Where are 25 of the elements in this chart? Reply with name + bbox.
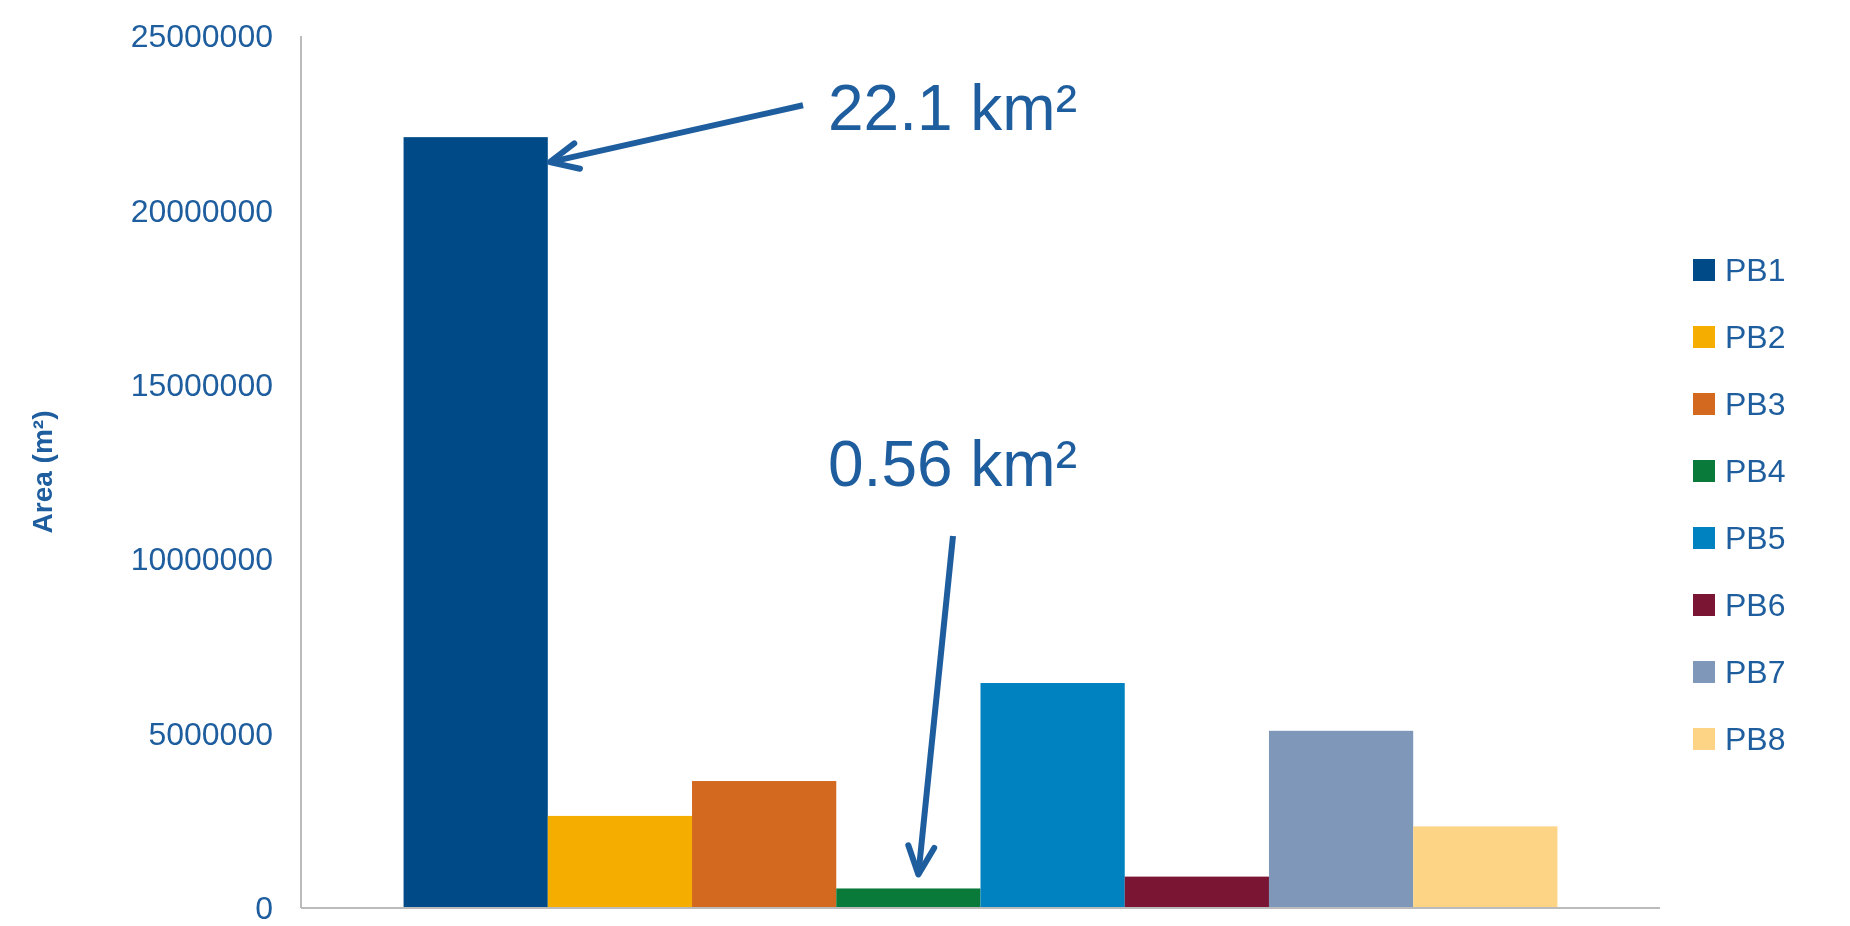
bar (836, 888, 981, 908)
y-tick-label: 25000000 (130, 18, 273, 55)
bar (547, 815, 693, 908)
legend-label: PB1 (1725, 252, 1786, 289)
bar (1124, 876, 1269, 908)
annotation: 0.56 km² (828, 428, 1077, 501)
annotation: 22.1 km² (828, 72, 1077, 145)
bar (1413, 826, 1558, 908)
y-axis-title: Area (m²) (27, 410, 58, 534)
legend-label: PB3 (1725, 386, 1786, 423)
legend-label: PB5 (1725, 520, 1786, 557)
y-tick-label: 0 (255, 890, 273, 926)
legend-label: PB8 (1725, 721, 1786, 758)
bar (980, 683, 1125, 908)
bar (403, 137, 548, 908)
bar (1268, 730, 1414, 908)
y-tick-label: 20000000 (130, 192, 273, 229)
bar (692, 781, 837, 908)
legend-label: PB2 (1725, 319, 1786, 356)
legend-label: PB4 (1725, 453, 1786, 490)
legend-label: PB6 (1725, 587, 1786, 624)
legend-label: PB7 (1725, 654, 1786, 691)
y-tick-label: 15000000 (130, 367, 273, 403)
y-tick-label: 10000000 (130, 541, 273, 578)
y-tick-label: 5000000 (148, 715, 273, 752)
